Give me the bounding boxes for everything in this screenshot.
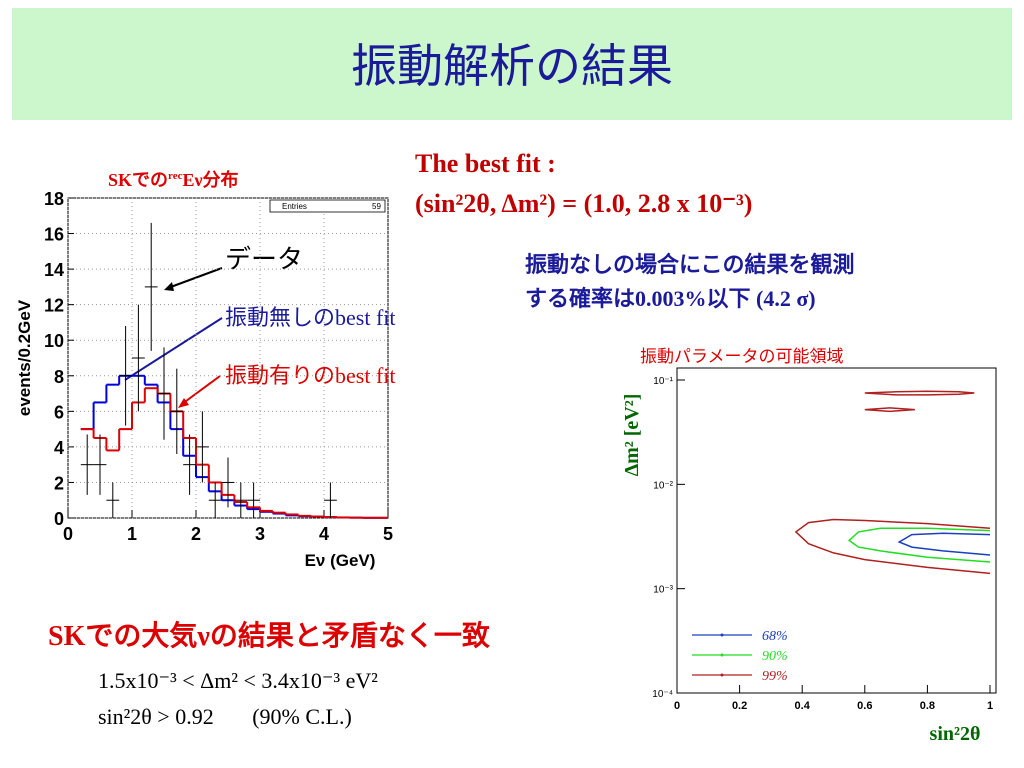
y-tick-label: 12 <box>44 296 64 316</box>
x-tick-label: 0 <box>674 700 680 712</box>
y-axis-label: events/0.2GeV <box>15 299 34 416</box>
result-line: 1.5x10⁻³ < Δm² < 3.4x10⁻³ eV² <box>98 668 378 693</box>
title-part: SKでの <box>108 170 168 190</box>
y-tick-label: 6 <box>54 402 64 422</box>
stats-label: Entries <box>282 202 307 211</box>
y-axis-label: Δm² [eV²] <box>621 394 643 477</box>
x-tick-label: 0.4 <box>795 700 811 712</box>
probability-line: する確率は0.003%以下 (4.2 σ) <box>525 286 816 311</box>
histogram-title: SKでのrecEν分布 <box>108 169 239 190</box>
y-tick-label: 2 <box>54 473 64 493</box>
arrow-head <box>178 398 189 408</box>
best-fit-value: (sin²2θ, Δm²) = (1.0, 2.8 x 10⁻³) <box>415 189 752 218</box>
x-tick-label: 0.8 <box>920 700 935 712</box>
x-tick-label: 4 <box>319 524 329 544</box>
x-tick-label: 5 <box>383 524 393 544</box>
x-tick-label: 3 <box>255 524 265 544</box>
arrow-head <box>164 282 174 291</box>
osc-annotation: 振動有りのbest fit <box>225 363 396 388</box>
x-tick-label: 2 <box>191 524 201 544</box>
arrow <box>167 267 223 289</box>
y-tick-label: 10⁻¹ <box>653 376 673 387</box>
legend-dot <box>720 673 724 677</box>
y-tick-label: 16 <box>44 225 64 245</box>
slide-title: 振動解析の結果 <box>351 41 673 92</box>
plot-frame <box>676 367 997 694</box>
x-tick-label: 1 <box>987 700 993 712</box>
x-tick-label: 0.2 <box>732 700 747 712</box>
conclusion: SKでの大気νの結果と矛盾なく一致 <box>48 619 491 652</box>
y-tick-label: 14 <box>44 260 64 280</box>
legend-label: 68% <box>762 629 788 644</box>
y-tick-label: 10⁻³ <box>653 585 673 596</box>
result-line: sin²2θ > 0.92 (90% C.L.) <box>98 704 352 729</box>
y-tick-label: 0 <box>54 509 64 529</box>
legend-dot <box>720 653 724 657</box>
contour <box>847 527 991 563</box>
x-tick-label: 1 <box>127 524 137 544</box>
stats-box <box>269 199 386 213</box>
x-tick-label: 0.6 <box>857 700 872 712</box>
contour-title: 振動パラメータの可能領域 <box>640 347 844 366</box>
y-tick-label: 10 <box>44 331 64 351</box>
legend-label: 99% <box>762 669 788 684</box>
arrow <box>124 317 223 381</box>
y-tick-label: 4 <box>54 438 64 458</box>
arrow <box>181 375 221 405</box>
stats-value: 59 <box>372 202 381 211</box>
probability-line: 振動なしの場合にこの結果を観測 <box>525 252 855 277</box>
y-tick-label: 8 <box>54 367 64 387</box>
title-part: rec <box>168 170 183 182</box>
legend-label: 90% <box>762 649 788 664</box>
best-fit-label: The best fit : <box>415 149 556 178</box>
y-tick-label: 18 <box>44 189 64 209</box>
x-tick-label: 0 <box>63 524 73 544</box>
title-part: Eν <box>182 170 202 190</box>
data-annotation: データ <box>225 245 303 274</box>
x-axis-label: Eν (GeV) <box>305 551 376 570</box>
y-tick-label: 10⁻⁴ <box>652 689 673 700</box>
y-tick-label: 10⁻² <box>653 480 673 491</box>
x-axis-label: sin²2θ <box>930 723 981 745</box>
title-bar <box>12 8 1012 120</box>
legend-dot <box>720 633 724 637</box>
title-part: 分布 <box>203 169 239 190</box>
no-osc-annotation: 振動無しのbest fit <box>225 305 396 330</box>
contour <box>794 390 991 575</box>
contour <box>897 532 991 556</box>
